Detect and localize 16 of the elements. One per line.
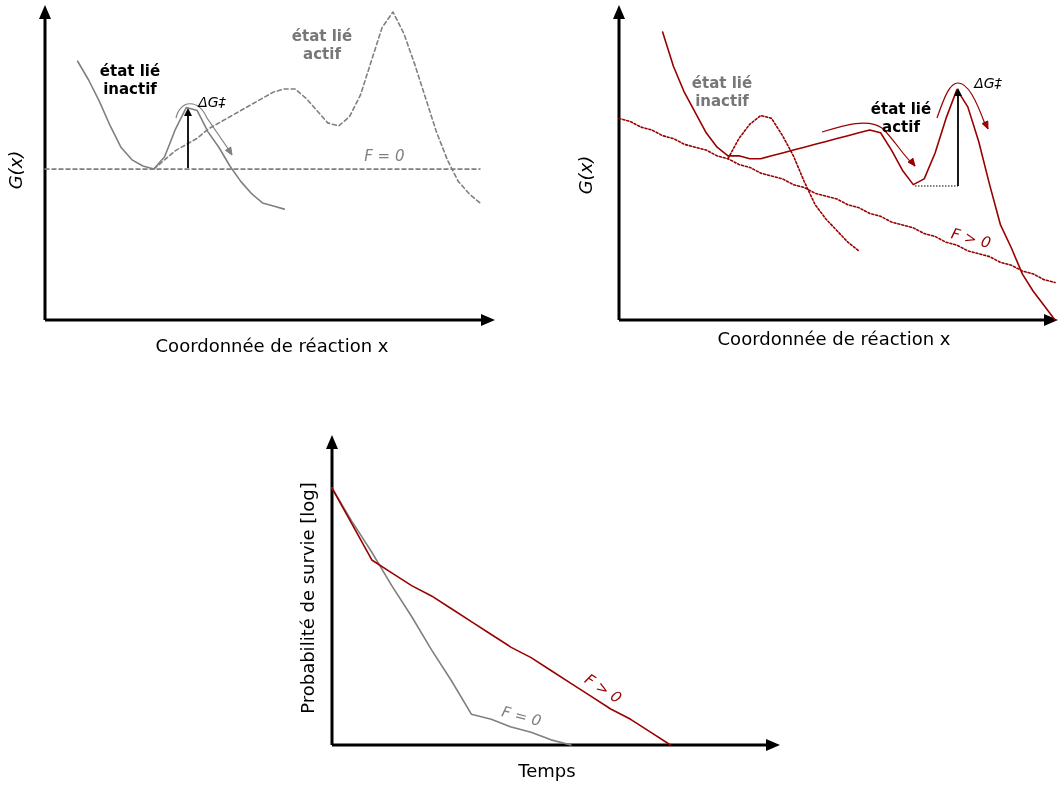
- annotation: ΔG‡: [197, 94, 227, 110]
- series-label: F = 0: [364, 147, 405, 166]
- text: F > 0: [581, 670, 625, 708]
- annotation: état lié inactif: [691, 74, 753, 110]
- annotation: état lié actif: [291, 27, 353, 63]
- text: F > 0: [949, 224, 993, 253]
- x-axis-title: Temps: [517, 760, 576, 781]
- y-axis-title: G(x): [575, 155, 596, 195]
- x-axis-title: Coordonnée de réaction x: [717, 328, 951, 349]
- x-axis-title: Coordonnée de réaction x: [155, 335, 389, 356]
- annotation: ΔG‡: [973, 75, 1003, 91]
- annotation: état lié actif: [870, 100, 932, 136]
- text: F = 0: [499, 702, 544, 731]
- y-axis-title: G(x): [5, 150, 26, 190]
- y-axis-title: Probabilité de survie [log]: [297, 482, 318, 714]
- annotation: état lié inactif: [99, 62, 161, 98]
